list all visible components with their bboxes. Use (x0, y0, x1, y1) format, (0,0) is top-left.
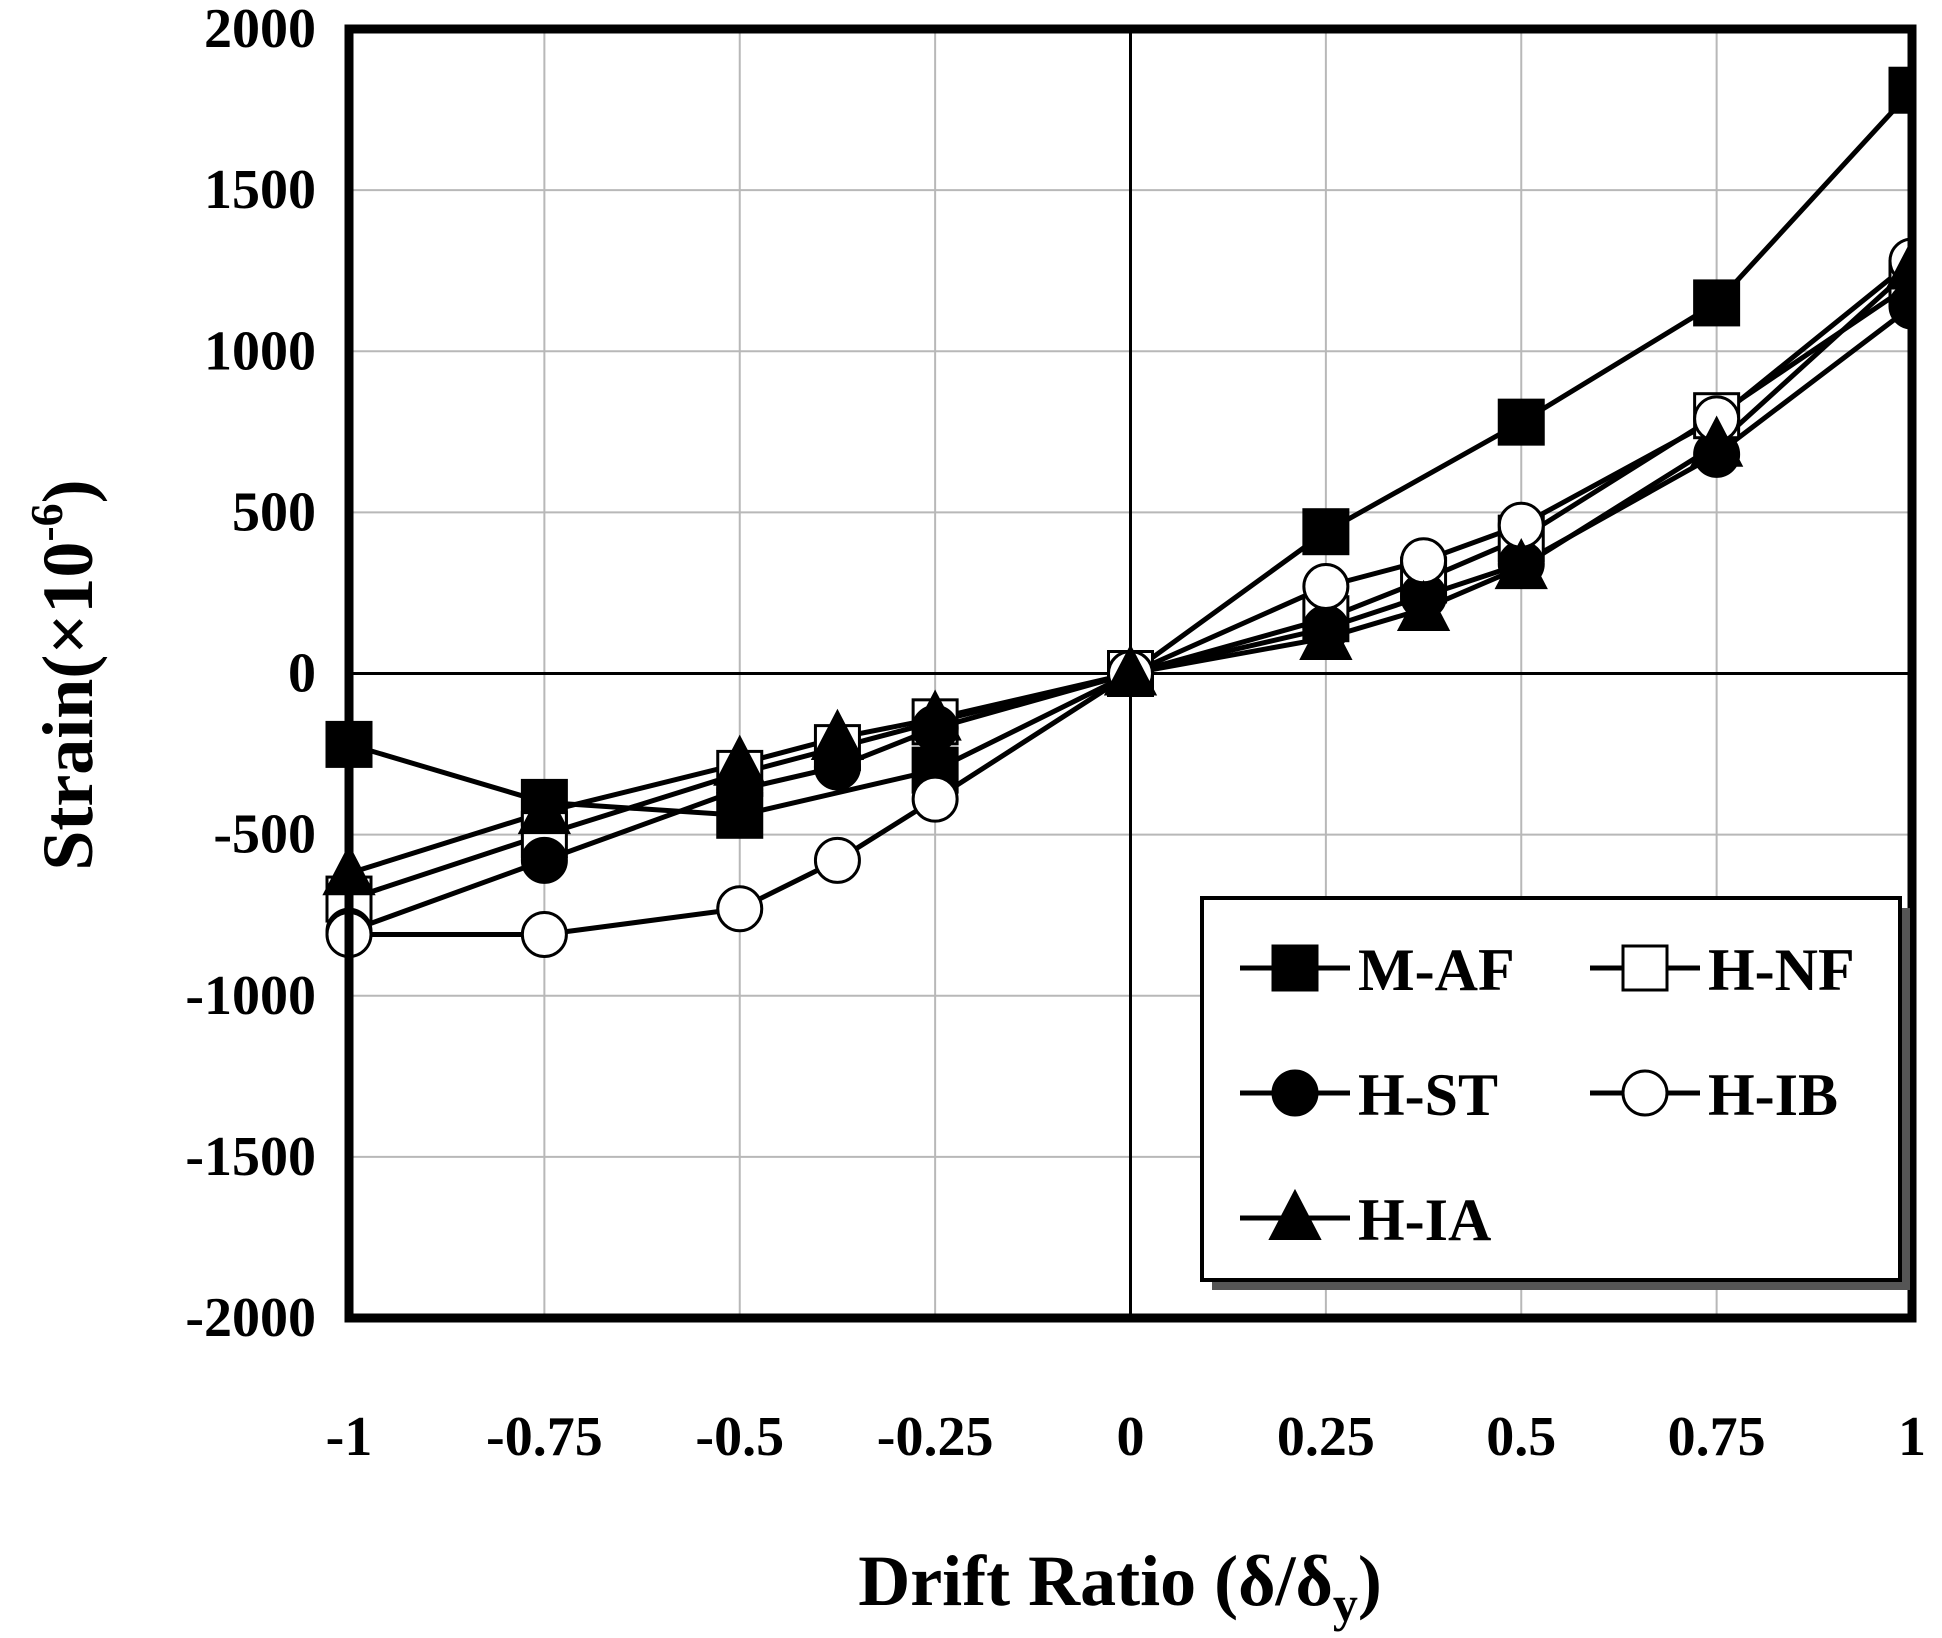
y-tick-label: -2000 (185, 1287, 316, 1349)
legend: M-AF H-NF H-ST H-IB H-IA (1200, 896, 1910, 1290)
y-tick-label: 0 (288, 643, 316, 705)
x-tick-label: -0.5 (695, 1406, 784, 1468)
legend-entry-m-af: M-AF (1240, 937, 1515, 1003)
legend-marker (1271, 944, 1319, 992)
data-point-h-ia (517, 782, 572, 835)
data-point-m-af (1693, 279, 1741, 327)
data-point-h-ia (1494, 537, 1548, 590)
legend-entry-h-ib: H-IB (1590, 1062, 1838, 1128)
y-tick-label: 2000 (204, 0, 316, 60)
x-tick-label: 0.75 (1668, 1406, 1766, 1468)
data-point-h-ia (1885, 238, 1912, 290)
legend-marker (1268, 1188, 1322, 1240)
y-tick-labels: -2000 -1500 -1000 -500 0 500 1000 1500 2000 (185, 0, 316, 1349)
y-tick-label: -1000 (185, 965, 316, 1027)
plot-frame (344, 24, 1917, 1323)
data-point-h-ia (1299, 608, 1353, 661)
data-point-h-ia (810, 708, 865, 760)
x-tick-label: -0.75 (486, 1406, 603, 1468)
y-tick-label: -500 (213, 804, 316, 866)
data-point-h-ib (716, 885, 764, 933)
y-tick-label: 500 (232, 481, 316, 543)
legend-label: H-IB (1708, 1062, 1838, 1128)
data-point-h-ia (713, 734, 767, 786)
data-point-h-ib (1302, 562, 1350, 610)
y-tick-label: -1500 (185, 1126, 316, 1188)
x-axis-title: Drift Ratio (δ/δy) (858, 1541, 1382, 1632)
data-point-h-ib (911, 775, 959, 823)
legend-entry-h-nf: H-NF (1590, 937, 1855, 1003)
data-point-h-ib (1400, 537, 1448, 585)
data-point-h-ib (813, 836, 861, 884)
x-tick-label: 1 (1898, 1406, 1926, 1468)
legend-items: M-AF H-NF H-ST H-IB H-IA (1240, 937, 1855, 1253)
x-tick-label: 0.25 (1277, 1406, 1375, 1468)
legend-entry-h-ia: H-IA (1240, 1187, 1491, 1253)
data-point-m-af (1302, 508, 1350, 556)
x-tick-label: 0.5 (1486, 1406, 1556, 1468)
data-point-h-ia (908, 689, 962, 741)
y-tick-label: 1500 (204, 159, 316, 221)
data-point-h-ia (1689, 415, 1744, 467)
legend-label: H-ST (1358, 1062, 1498, 1128)
legend-label: M-AF (1358, 937, 1515, 1003)
data-point-m-af (1497, 398, 1545, 446)
data-point-h-st (1888, 282, 1912, 330)
x-tick-labels: -1 -0.75 -0.5 -0.25 0 0.25 0.5 0.75 1 (326, 1406, 1926, 1468)
x-tick-label: -1 (326, 1406, 373, 1468)
legend-entry-h-st: H-ST (1240, 1062, 1498, 1128)
data-point-h-ia (1103, 644, 1158, 696)
y-tick-label: 1000 (204, 320, 316, 382)
x-tick-label: -0.25 (877, 1406, 994, 1468)
legend-label: H-NF (1708, 937, 1855, 1003)
data-point-h-ia (1396, 579, 1451, 632)
series-layer (322, 66, 1912, 959)
legend-marker (1621, 944, 1669, 992)
data-point-m-af (1888, 66, 1912, 114)
legend-marker (1271, 1069, 1319, 1117)
legend-label: H-IA (1358, 1187, 1491, 1253)
data-point-h-ib (520, 911, 568, 959)
x-tick-label: 0 (1117, 1406, 1145, 1468)
series-markers-h-ia (322, 238, 1912, 896)
y-axis-title: Strain(×10-6) (21, 479, 108, 870)
data-point-h-st (520, 836, 568, 884)
legend-marker (1621, 1069, 1669, 1117)
